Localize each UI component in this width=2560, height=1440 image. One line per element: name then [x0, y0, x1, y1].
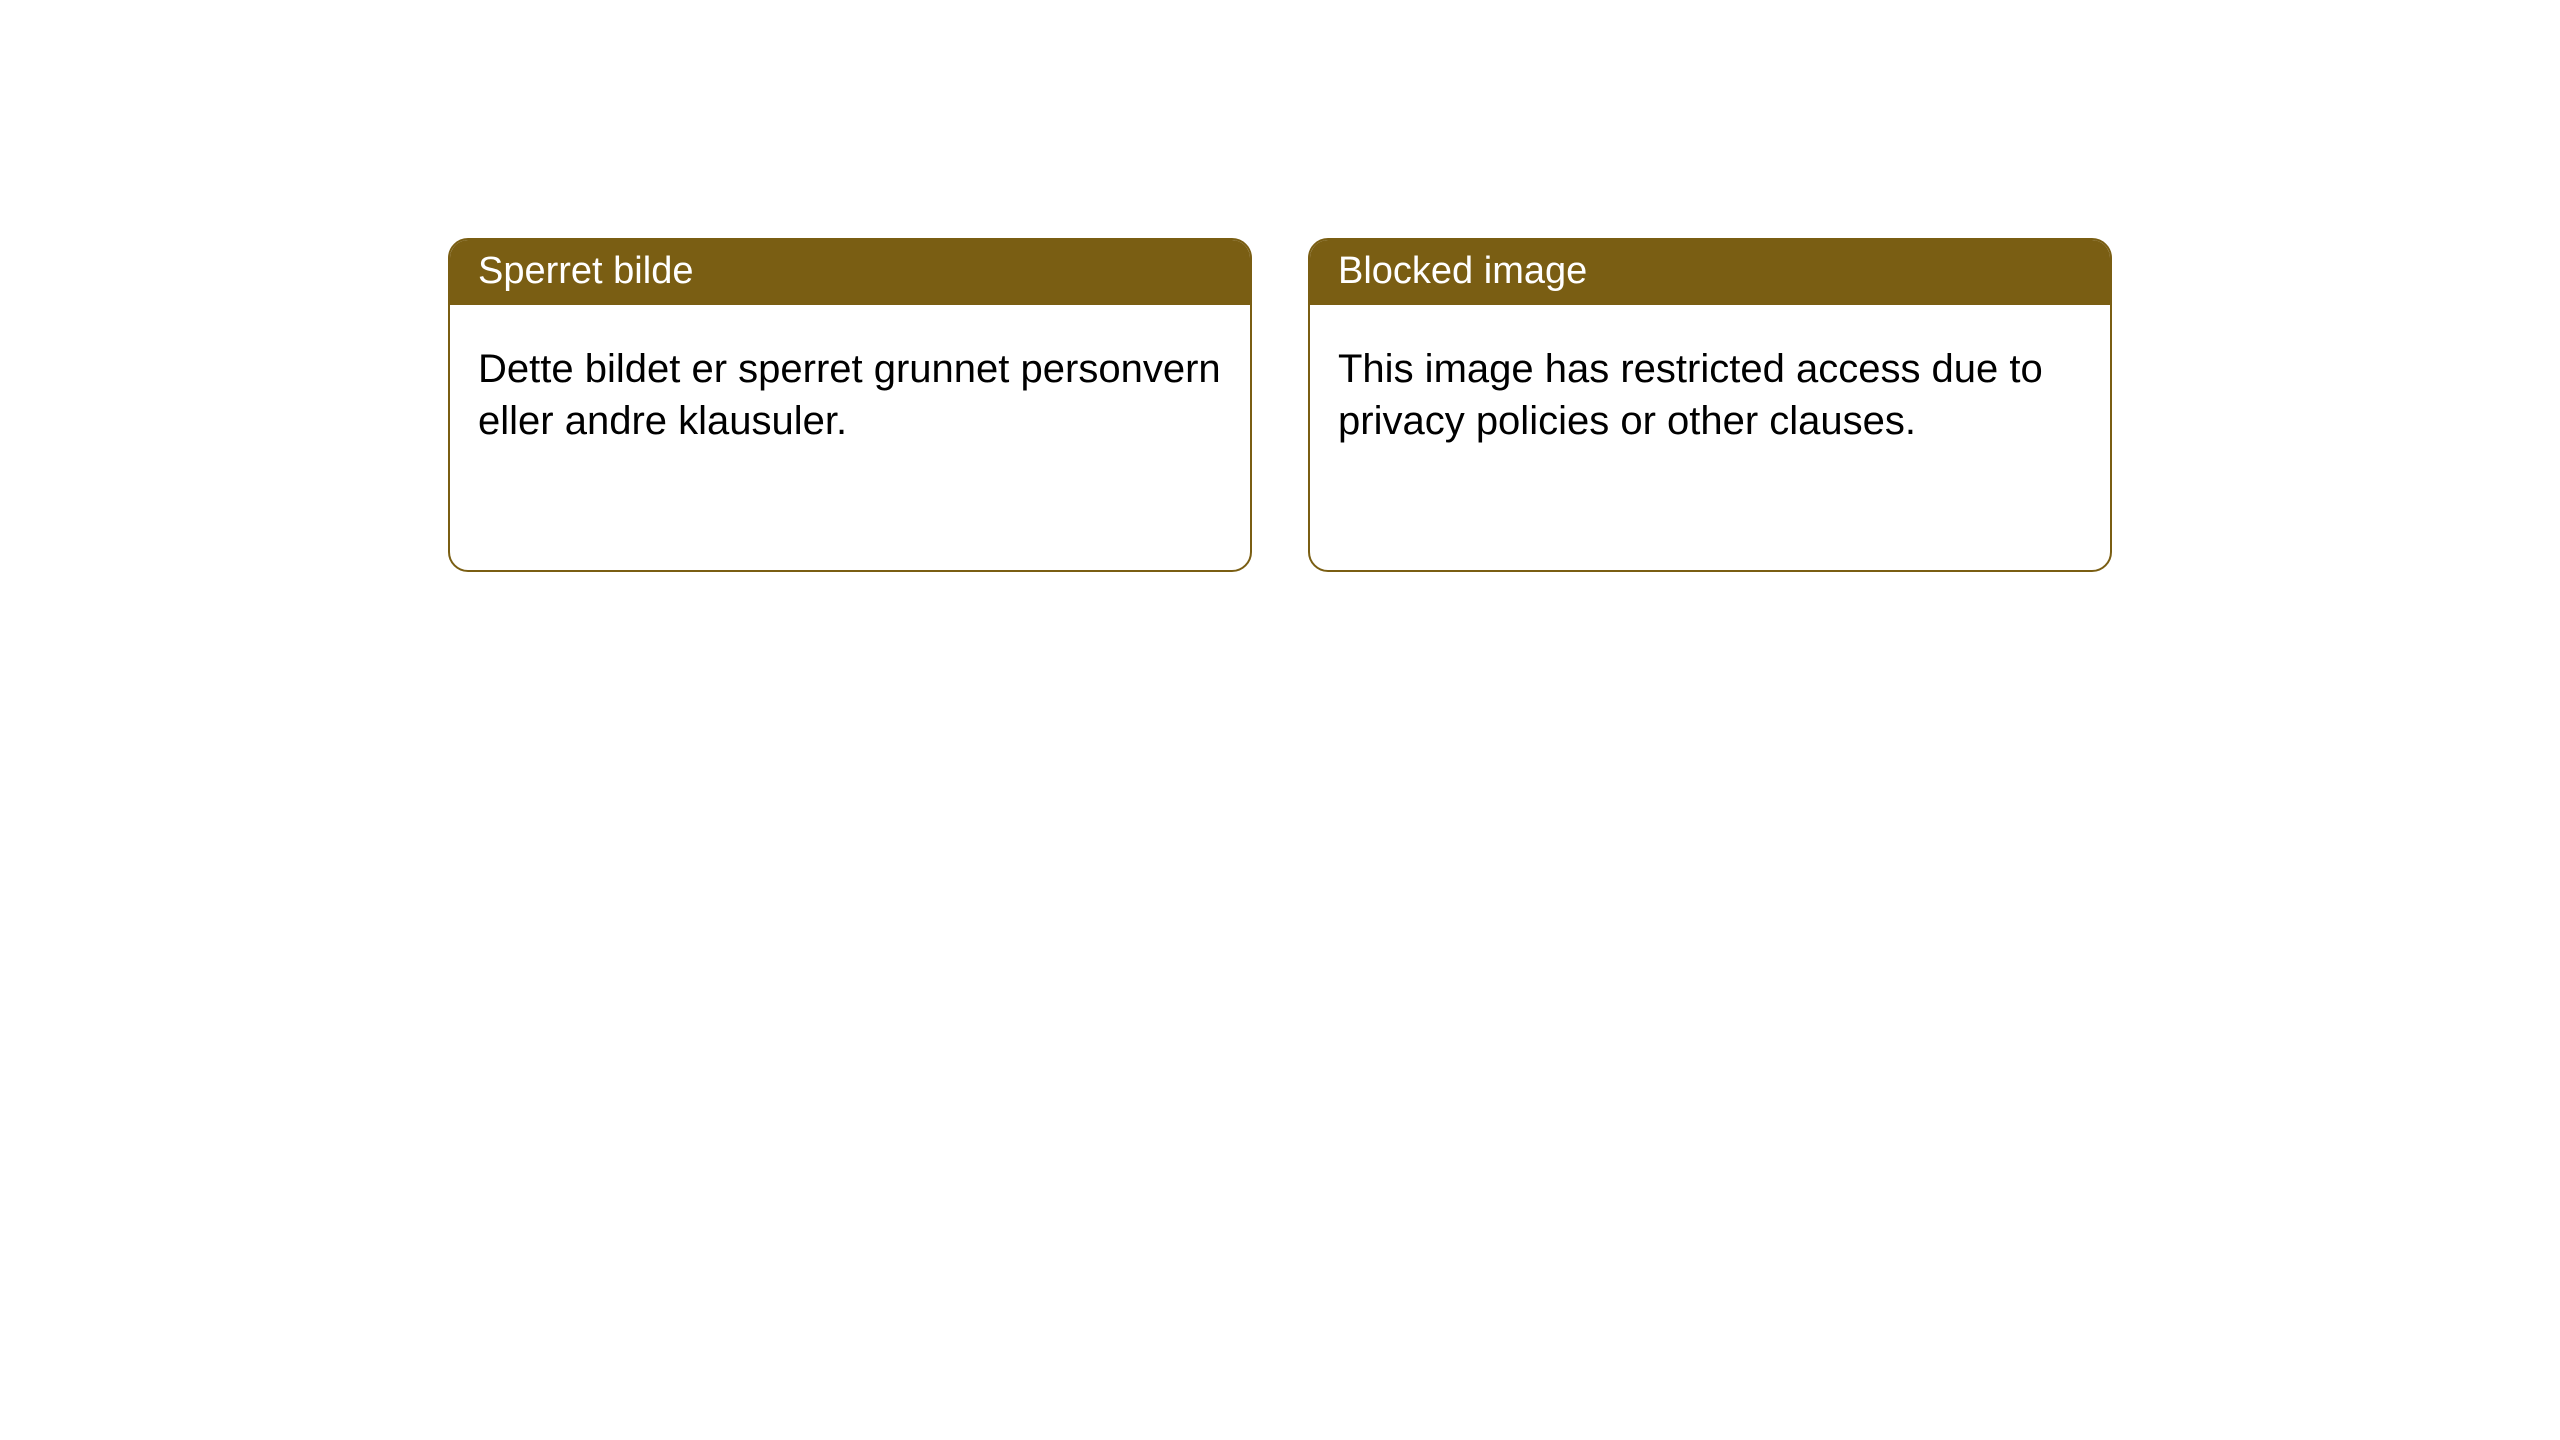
- card-body: Dette bildet er sperret grunnet personve…: [450, 305, 1250, 475]
- notice-cards-container: Sperret bilde Dette bildet er sperret gr…: [0, 0, 2560, 572]
- card-header-text: Sperret bilde: [478, 250, 693, 292]
- card-header: Sperret bilde: [450, 240, 1250, 305]
- card-body: This image has restricted access due to …: [1310, 305, 2110, 475]
- card-header-text: Blocked image: [1338, 250, 1587, 292]
- card-header: Blocked image: [1310, 240, 2110, 305]
- notice-card-english: Blocked image This image has restricted …: [1308, 238, 2112, 572]
- card-body-text: This image has restricted access due to …: [1338, 347, 2043, 443]
- notice-card-norwegian: Sperret bilde Dette bildet er sperret gr…: [448, 238, 1252, 572]
- card-body-text: Dette bildet er sperret grunnet personve…: [478, 347, 1221, 443]
